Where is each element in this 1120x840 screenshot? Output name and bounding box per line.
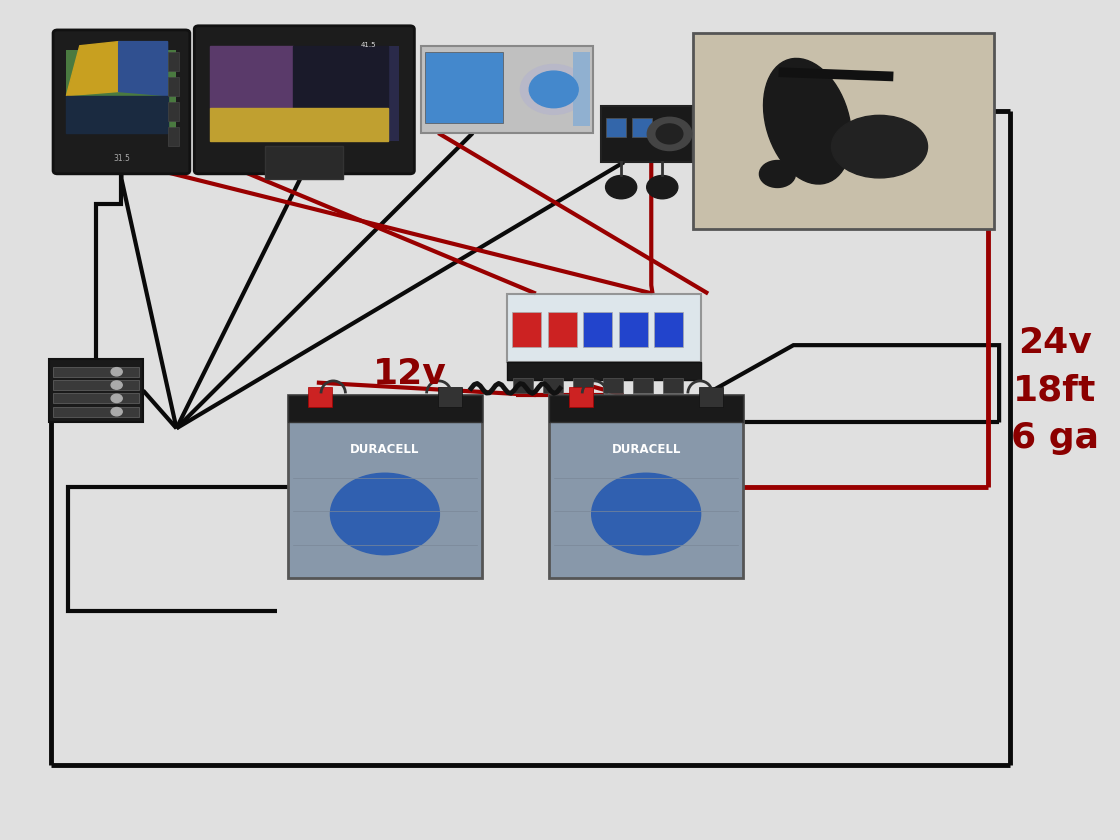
FancyBboxPatch shape xyxy=(194,26,414,174)
Circle shape xyxy=(111,394,122,402)
Bar xyxy=(573,378,594,393)
Circle shape xyxy=(521,65,587,114)
Polygon shape xyxy=(119,42,168,96)
Bar xyxy=(548,312,577,347)
FancyBboxPatch shape xyxy=(53,30,189,174)
Bar xyxy=(53,393,139,403)
Polygon shape xyxy=(66,96,168,133)
Bar xyxy=(421,45,594,133)
Polygon shape xyxy=(293,45,388,108)
Bar xyxy=(693,34,993,228)
Bar xyxy=(584,312,613,347)
Bar xyxy=(549,395,744,578)
Bar xyxy=(506,362,701,380)
Circle shape xyxy=(111,407,122,416)
Polygon shape xyxy=(209,108,388,141)
Text: 31.5: 31.5 xyxy=(113,154,130,162)
Bar xyxy=(288,395,483,422)
Circle shape xyxy=(591,473,701,554)
Bar xyxy=(654,312,683,347)
Bar xyxy=(66,50,177,133)
Circle shape xyxy=(647,118,692,150)
Bar xyxy=(569,386,594,407)
Bar xyxy=(53,367,139,377)
Ellipse shape xyxy=(764,59,851,184)
Bar xyxy=(426,52,503,123)
Text: 12v: 12v xyxy=(373,357,447,391)
Circle shape xyxy=(111,368,122,376)
Bar xyxy=(168,102,179,121)
Bar xyxy=(543,378,563,393)
Polygon shape xyxy=(209,45,293,108)
Text: DURACELL: DURACELL xyxy=(351,444,420,456)
Circle shape xyxy=(111,381,122,389)
Ellipse shape xyxy=(831,115,927,178)
Bar xyxy=(699,386,724,407)
Bar xyxy=(601,106,692,162)
Bar xyxy=(265,145,343,179)
Text: 41.5: 41.5 xyxy=(361,42,376,48)
Circle shape xyxy=(606,176,636,199)
Bar xyxy=(619,312,647,347)
Bar xyxy=(168,77,179,96)
Circle shape xyxy=(656,124,683,144)
Text: 24v
18ft
6 ga: 24v 18ft 6 ga xyxy=(1010,327,1099,455)
Circle shape xyxy=(646,176,678,199)
Bar xyxy=(663,378,683,393)
Bar xyxy=(513,378,533,393)
Polygon shape xyxy=(66,42,119,96)
Bar xyxy=(53,407,139,417)
Text: DURACELL: DURACELL xyxy=(612,444,681,456)
Bar xyxy=(604,378,624,393)
Bar xyxy=(549,395,744,422)
Bar xyxy=(209,45,399,141)
Bar xyxy=(168,127,179,145)
Bar xyxy=(438,386,463,407)
Circle shape xyxy=(530,71,578,108)
Circle shape xyxy=(330,473,439,554)
Bar xyxy=(308,386,333,407)
Bar xyxy=(606,118,626,137)
Bar xyxy=(48,360,143,422)
Bar xyxy=(572,52,590,127)
Bar xyxy=(53,380,139,390)
Bar xyxy=(506,294,701,362)
Bar xyxy=(634,378,653,393)
Bar xyxy=(633,118,652,137)
Bar xyxy=(512,312,541,347)
Bar xyxy=(288,395,483,578)
Bar xyxy=(168,52,179,71)
Circle shape xyxy=(759,160,795,187)
